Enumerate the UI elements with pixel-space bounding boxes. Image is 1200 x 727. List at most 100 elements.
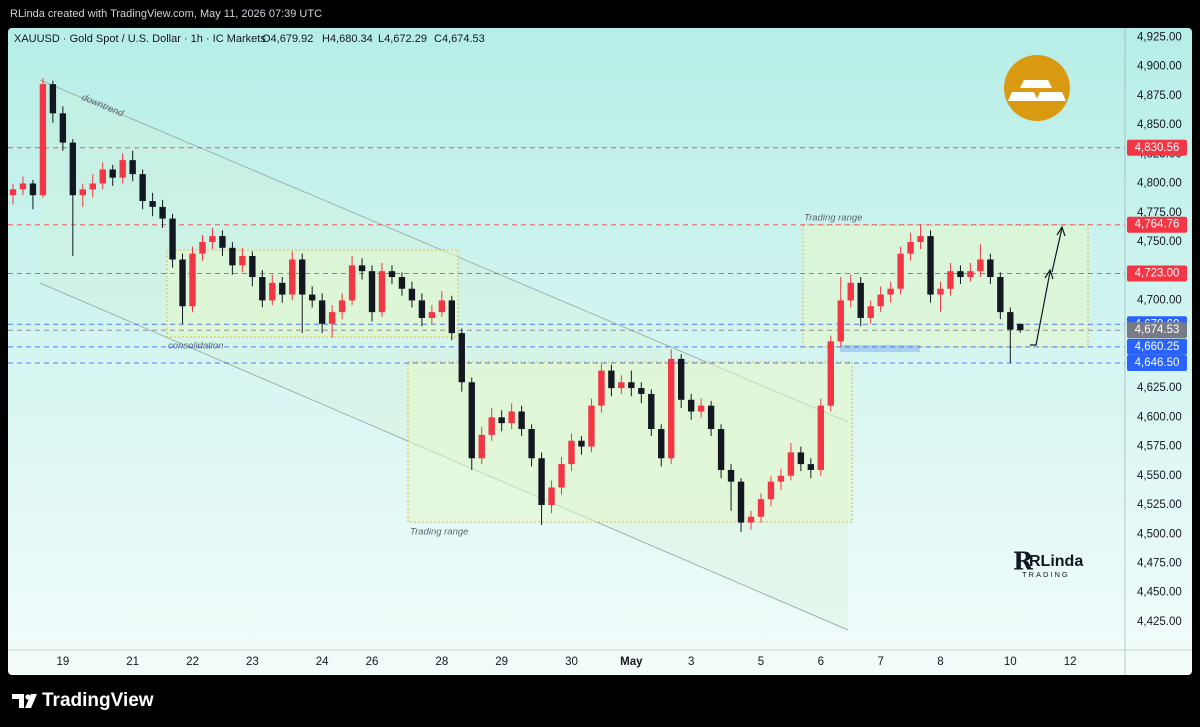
candle-body: [648, 393, 655, 430]
candle-body: [707, 405, 715, 430]
candle-body: [448, 300, 455, 334]
y-tick-label: 4,700.00: [1137, 294, 1182, 306]
y-tick-label: 4,800.00: [1137, 178, 1182, 190]
candle-body: [79, 189, 86, 196]
x-tick-label: 8: [937, 656, 943, 668]
candles: [9, 78, 1024, 532]
candle-body: [239, 255, 246, 266]
candle-body: [767, 481, 775, 500]
zone: [840, 345, 920, 352]
candle-body: [358, 265, 366, 272]
candle-body: [997, 277, 1004, 313]
candle-body: [229, 247, 236, 266]
candle-body: [189, 253, 196, 307]
x-tick-label: 3: [688, 656, 694, 668]
candle-body: [588, 405, 595, 447]
arrow-head: [1056, 225, 1066, 237]
candle-body: [279, 282, 286, 295]
candle-body: [89, 183, 96, 190]
candle-body: [488, 417, 495, 435]
candle-body: [727, 469, 735, 482]
candle-body: [528, 429, 535, 459]
candle-body: [867, 306, 874, 318]
candle-body: [398, 277, 406, 289]
level-label: 4,674.53: [1135, 324, 1180, 336]
candle-body: [269, 282, 276, 301]
projection-arrow: [1051, 227, 1063, 273]
candle-body: [49, 84, 57, 114]
candle-body: [428, 312, 436, 318]
gold-logo: [1004, 55, 1070, 121]
candle-body: [578, 440, 585, 447]
level-badge: [1127, 338, 1187, 355]
annotation: Trading range: [410, 527, 468, 538]
y-tick-label: 4,475.00: [1137, 558, 1182, 570]
rlinda-logo: R RLinda TRADING: [1013, 547, 1083, 579]
candle-body: [638, 388, 645, 394]
candle-body: [438, 300, 446, 313]
projection-arrow: [1030, 271, 1051, 346]
level-badge: [1127, 322, 1187, 339]
y-tick-label: 4,550.00: [1137, 470, 1182, 482]
candle-body: [538, 458, 545, 506]
candle-body: [9, 189, 17, 196]
x-tick-label: 10: [1004, 656, 1017, 668]
candle-body: [498, 417, 505, 424]
candle-body: [338, 300, 346, 313]
annotation: consolidation: [168, 341, 223, 352]
level-label: 4,830.56: [1135, 142, 1180, 154]
candle-body: [907, 241, 914, 254]
candle-body: [159, 206, 166, 219]
candle-body: [598, 370, 605, 406]
candle-body: [1017, 323, 1024, 331]
candle-body: [837, 300, 844, 342]
y-tick-label: 4,600.00: [1137, 411, 1182, 423]
candle-body: [249, 255, 256, 278]
candle-body: [757, 499, 765, 517]
level-badge: [1127, 265, 1187, 282]
candle-body: [418, 300, 426, 318]
candle-body: [368, 271, 376, 313]
candle-body: [937, 288, 944, 295]
footer-logo: [12, 694, 37, 708]
candle-body: [817, 405, 825, 470]
x-tick-label: May: [620, 656, 643, 668]
candle-body: [458, 333, 465, 383]
y-tick-label: 4,775.00: [1137, 207, 1182, 219]
candle-body: [568, 440, 575, 465]
candle-body: [827, 341, 834, 406]
candle-body: [797, 452, 805, 465]
candle-body: [678, 358, 685, 400]
x-tick-label: 22: [186, 656, 199, 668]
candle-body: [478, 434, 485, 459]
candle-body: [179, 259, 186, 307]
x-tick-label: 7: [877, 656, 883, 668]
candle-body: [149, 201, 156, 207]
candle-body: [987, 259, 994, 278]
svg-text:R: R: [1013, 547, 1034, 576]
candle-body: [697, 405, 705, 412]
candle-body: [348, 265, 356, 301]
x-tick-label: 24: [316, 656, 329, 668]
candle-body: [328, 312, 336, 324]
candle-body: [747, 516, 755, 523]
candle-body: [408, 288, 416, 301]
candle-body: [877, 294, 884, 307]
candle-body: [518, 411, 525, 430]
y-tick-label: 4,850.00: [1137, 119, 1182, 131]
arrow-head: [1044, 268, 1054, 280]
y-tick-label: 4,450.00: [1137, 587, 1182, 599]
y-tick-label: 4,875.00: [1137, 90, 1182, 102]
candle-body: [39, 84, 47, 196]
candle-body: [847, 282, 854, 301]
y-tick-label: 4,525.00: [1137, 499, 1182, 511]
ohlc-high: H4,680.34: [322, 33, 373, 45]
candle-body: [69, 142, 77, 196]
level-label: 4,646.50: [1135, 357, 1180, 369]
candle-body: [59, 113, 67, 143]
x-tick-label: 6: [818, 656, 824, 668]
y-tick-label: 4,900.00: [1137, 61, 1182, 73]
candle-body: [977, 259, 984, 272]
